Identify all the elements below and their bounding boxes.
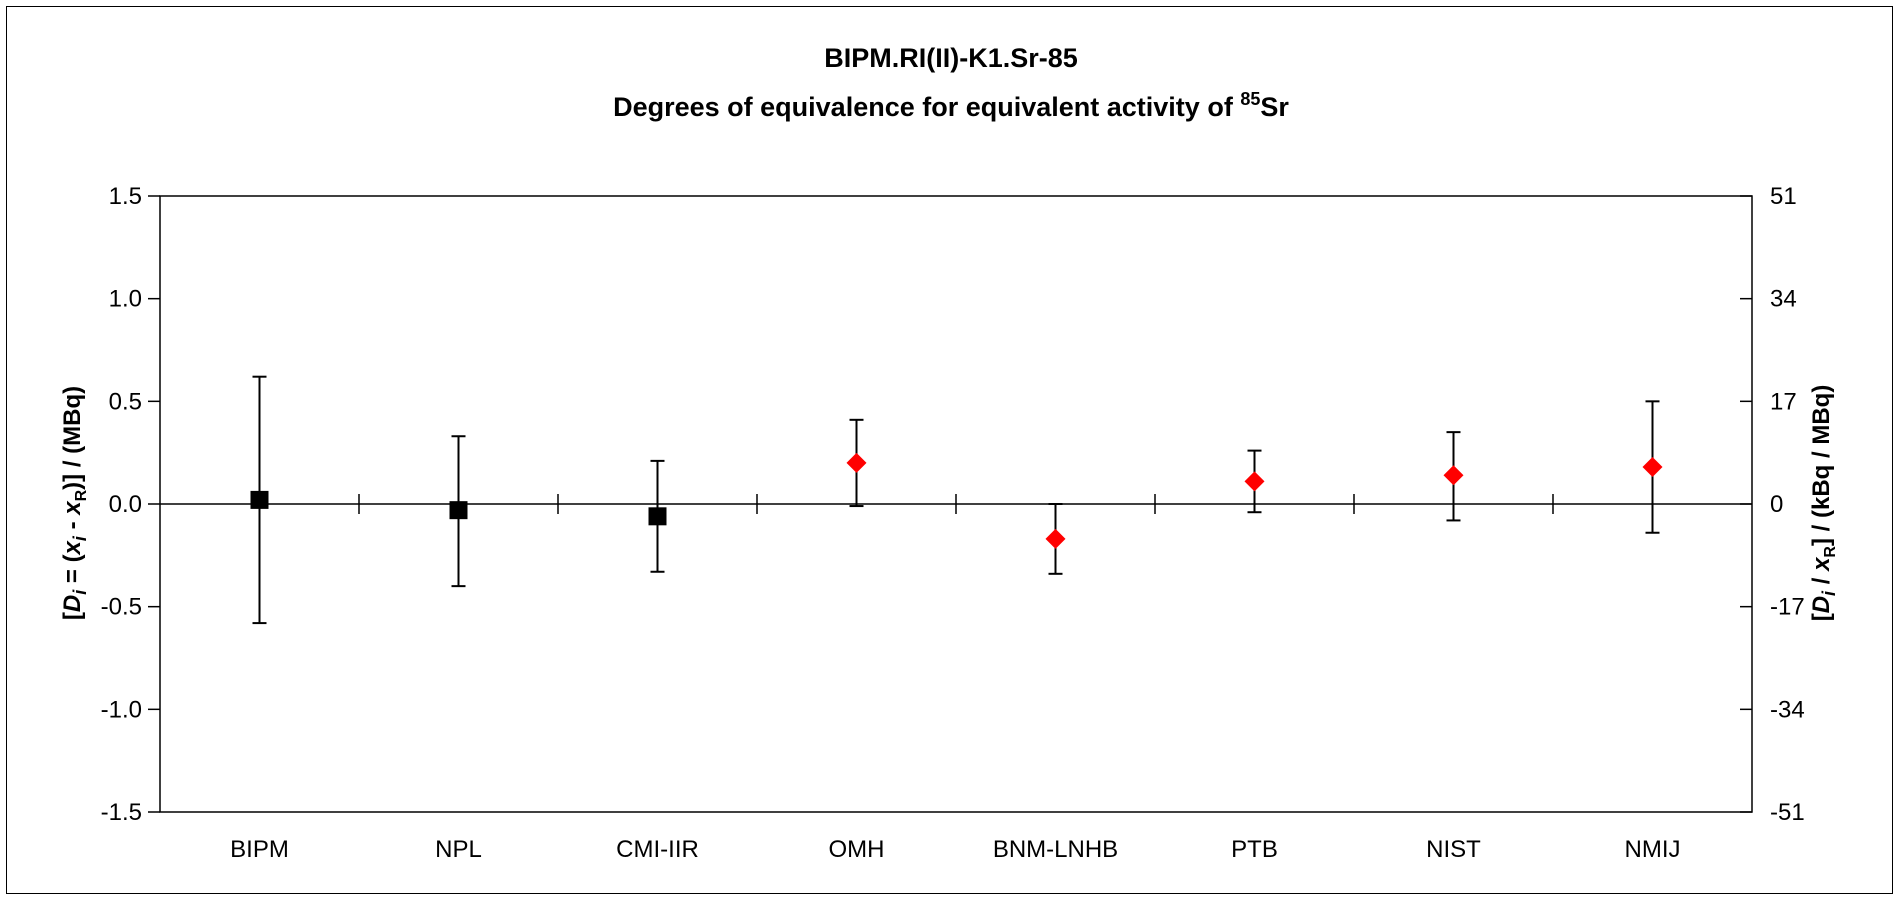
data-marks (250, 375, 1663, 625)
tick-labels: 1.5 1.0 0.5 0.0 -0.5 -1.0 -1.5 51 34 17 0 -17 -34 -51… (101, 183, 1805, 863)
y-axis-label: [Di = (xi - xR)] / (MBq) (59, 386, 90, 620)
data-point-square (250, 490, 269, 509)
data-point-diamond (846, 452, 867, 473)
y2-tick-label: -34 (1770, 696, 1805, 723)
subtitle-superscript: 85 (1240, 89, 1260, 109)
subtitle-main: Degrees of equivalence for equivalent ac… (613, 92, 1240, 122)
data-point-diamond (1045, 528, 1066, 549)
subtitle-element: Sr (1260, 92, 1289, 122)
y-tick-label: -1.0 (101, 696, 142, 723)
y2-axis-label: [Di / xR] / (kBq / MBq) (1808, 385, 1839, 622)
x-tick-label: NMIJ (1625, 836, 1681, 863)
y2-tick-label: -51 (1770, 799, 1805, 826)
axes (148, 195, 1753, 813)
x-tick-label: NPL (435, 836, 482, 863)
chart-frame (6, 6, 1893, 894)
y-tick-label: -1.5 (101, 799, 142, 826)
x-tick-label: CMI-IIR (616, 836, 699, 863)
y2-tick-label: 34 (1770, 286, 1797, 313)
y-tick-label: 1.5 (109, 183, 142, 210)
chart-title: BIPM.RI(II)-K1.Sr-85 (824, 43, 1078, 73)
y2-tick-label: 17 (1770, 388, 1797, 415)
y-tick-label: -0.5 (101, 594, 142, 621)
y-tick-label: 0.0 (109, 491, 142, 518)
x-tick-label: BNM-LNHB (993, 836, 1118, 863)
chart-subtitle: Degrees of equivalence for equivalent ac… (613, 89, 1289, 122)
data-point-diamond (1244, 471, 1265, 492)
data-point-diamond (1642, 457, 1663, 478)
x-tick-label: PTB (1231, 836, 1278, 863)
y-tick-label: 0.5 (109, 388, 142, 415)
data-point-square (648, 507, 667, 526)
x-tick-label: NIST (1426, 836, 1481, 863)
data-point-diamond (1443, 465, 1464, 486)
y-tick-label: 1.0 (109, 286, 142, 313)
y2-tick-label: 0 (1770, 491, 1783, 518)
data-point-square (449, 501, 468, 520)
x-tick-label: BIPM (230, 836, 289, 863)
y2-tick-label: -17 (1770, 594, 1805, 621)
y2-tick-label: 51 (1770, 183, 1797, 210)
x-tick-label: OMH (829, 836, 885, 863)
